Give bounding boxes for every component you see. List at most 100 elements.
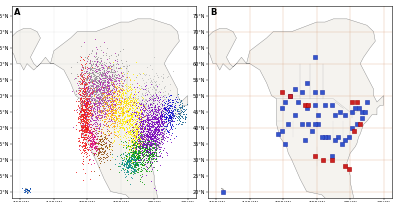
Point	[113, 77, 120, 80]
Point	[142, 110, 149, 114]
Point	[98, 127, 104, 130]
Point	[108, 131, 114, 135]
Point	[104, 98, 110, 102]
Point	[85, 120, 92, 123]
Point	[325, 136, 332, 139]
Point	[135, 133, 141, 136]
Point	[97, 80, 103, 83]
Point	[84, 101, 90, 104]
Point	[145, 132, 152, 135]
Point	[98, 62, 104, 65]
Point	[79, 161, 85, 165]
Point	[131, 165, 138, 168]
Point	[126, 106, 133, 109]
Point	[81, 93, 88, 96]
Point	[126, 162, 132, 165]
Point	[148, 133, 155, 136]
Point	[80, 103, 87, 106]
Point	[110, 106, 116, 109]
Point	[147, 149, 153, 152]
Point	[136, 139, 142, 142]
Point	[131, 93, 138, 96]
Point	[134, 130, 140, 133]
Point	[167, 97, 173, 100]
Point	[135, 157, 141, 160]
Point	[142, 92, 148, 95]
Point	[127, 98, 133, 101]
Point	[100, 70, 107, 74]
Point	[21, 190, 28, 193]
Point	[156, 146, 162, 149]
Point	[167, 117, 174, 120]
Point	[102, 156, 108, 159]
Point	[118, 77, 124, 80]
Point	[112, 162, 118, 166]
Point	[92, 70, 98, 74]
Point	[122, 154, 129, 158]
Point	[25, 188, 31, 191]
Point	[156, 129, 162, 133]
Point	[116, 89, 122, 93]
Point	[312, 123, 318, 126]
Point	[116, 85, 122, 88]
Point	[103, 136, 110, 140]
Point	[87, 126, 93, 129]
Point	[88, 71, 94, 74]
Point	[96, 80, 102, 84]
Point	[78, 123, 85, 126]
Point	[121, 118, 127, 121]
Point	[132, 99, 139, 102]
Point	[153, 141, 160, 144]
Point	[115, 110, 122, 113]
Point	[135, 146, 141, 149]
Point	[140, 119, 146, 122]
Point	[83, 130, 90, 134]
Point	[128, 137, 135, 141]
Point	[123, 103, 130, 107]
Point	[100, 156, 107, 159]
Point	[75, 89, 82, 92]
Point	[92, 74, 99, 78]
Point	[116, 80, 122, 83]
Point	[99, 74, 105, 77]
Point	[76, 79, 82, 82]
Point	[128, 157, 135, 160]
Point	[345, 168, 352, 171]
Point	[149, 128, 155, 131]
Point	[101, 96, 108, 99]
Point	[76, 106, 82, 109]
Point	[78, 101, 84, 104]
Point	[84, 113, 90, 116]
Point	[163, 129, 170, 133]
Point	[163, 100, 169, 103]
Point	[93, 120, 99, 123]
Point	[155, 125, 161, 128]
Point	[100, 109, 107, 113]
Point	[107, 119, 113, 122]
Point	[79, 126, 86, 129]
Point	[145, 130, 151, 133]
Point	[93, 53, 99, 56]
Point	[142, 120, 148, 124]
Point	[115, 97, 122, 100]
Point	[78, 103, 84, 107]
Point	[116, 73, 122, 76]
Point	[88, 98, 94, 102]
Point	[148, 109, 154, 112]
Point	[158, 108, 165, 111]
Point	[134, 163, 140, 166]
Point	[132, 119, 139, 122]
Point	[109, 93, 116, 96]
Point	[78, 106, 84, 109]
Point	[106, 73, 112, 77]
Point	[85, 111, 92, 115]
Point	[129, 114, 136, 118]
Point	[121, 133, 127, 136]
Point	[125, 105, 131, 108]
Point	[144, 165, 150, 168]
Point	[129, 112, 135, 116]
Point	[85, 133, 92, 136]
Point	[124, 166, 131, 169]
Point	[138, 123, 145, 127]
Point	[136, 121, 142, 124]
